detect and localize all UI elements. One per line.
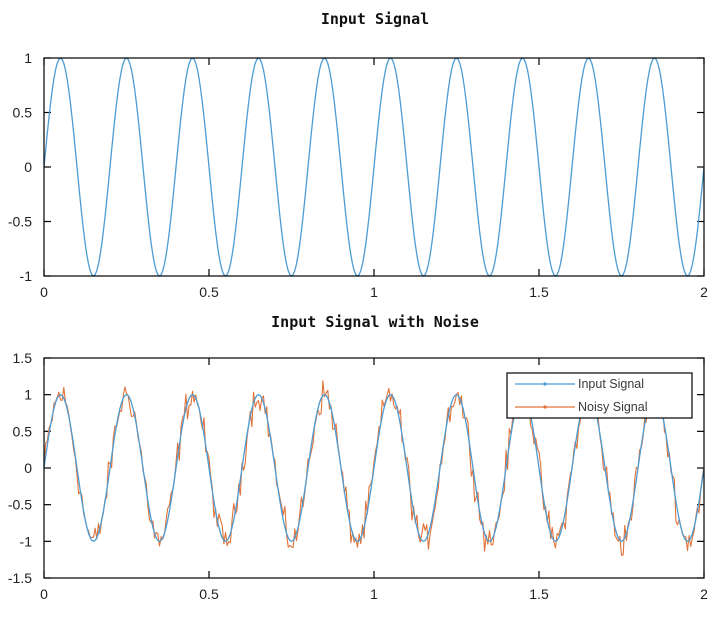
x-tick-label: 0 bbox=[40, 284, 48, 300]
x-tick-label: 2 bbox=[700, 586, 708, 602]
x-tick-label: 2 bbox=[700, 284, 708, 300]
y-tick-label: 0 bbox=[24, 460, 32, 476]
axes-frame bbox=[43, 357, 705, 579]
y-tick-label: 1.5 bbox=[13, 350, 33, 366]
noisy-signal-plot: Input Signal with Noise 0 0.5 1 1.5 2 -1.5 -1 -… bbox=[8, 313, 708, 602]
y-tick-label: 0.5 bbox=[13, 423, 33, 439]
y-tick-label: 0.5 bbox=[13, 105, 33, 121]
legend-entry-input-signal: Input Signal bbox=[515, 377, 644, 391]
input-signal-plot: Input Signal 0 0.5 1 1.5 2 -1 -0.5 0 0.5 1 bbox=[8, 10, 708, 300]
data-layer bbox=[43, 57, 705, 277]
x-tick-label: 1 bbox=[370, 586, 378, 602]
legend-label-input-signal: Input Signal bbox=[578, 377, 644, 391]
legend-label-noisy-signal: Noisy Signal bbox=[578, 400, 647, 414]
x-tick-label: 1 bbox=[370, 284, 378, 300]
y-tick-label: -0.5 bbox=[8, 214, 32, 230]
y-tick-label: 0 bbox=[24, 159, 32, 175]
plot-title: Input Signal with Noise bbox=[271, 313, 479, 331]
series-line-signal bbox=[43, 57, 705, 277]
axes-frame bbox=[43, 57, 705, 277]
y-tick-label: 1 bbox=[24, 387, 32, 403]
legend-box bbox=[506, 372, 693, 419]
y-tick-label: -0.5 bbox=[8, 497, 32, 513]
y-tick-label: -1.5 bbox=[8, 570, 32, 586]
plot-title: Input Signal bbox=[321, 10, 429, 28]
y-tick-label: -1 bbox=[20, 268, 33, 284]
y-tick-label: -1 bbox=[20, 533, 33, 549]
x-tick-label: 0.5 bbox=[199, 586, 219, 602]
legend-marker-input-signal bbox=[543, 382, 547, 386]
legend-marker-noisy-signal bbox=[543, 405, 547, 409]
x-tick-label: 0 bbox=[40, 586, 48, 602]
y-tick-label: 1 bbox=[24, 50, 32, 66]
x-tick-label: 1.5 bbox=[529, 586, 549, 602]
x-tick-label: 0.5 bbox=[199, 284, 219, 300]
legend-entry-noisy-signal: Noisy Signal bbox=[515, 400, 647, 414]
legend: Input Signal Noisy Signal bbox=[506, 372, 693, 419]
x-tick-label: 1.5 bbox=[529, 284, 549, 300]
tick-layer: 0 0.5 1 1.5 2 -1 -0.5 0 0.5 1 bbox=[8, 50, 708, 300]
